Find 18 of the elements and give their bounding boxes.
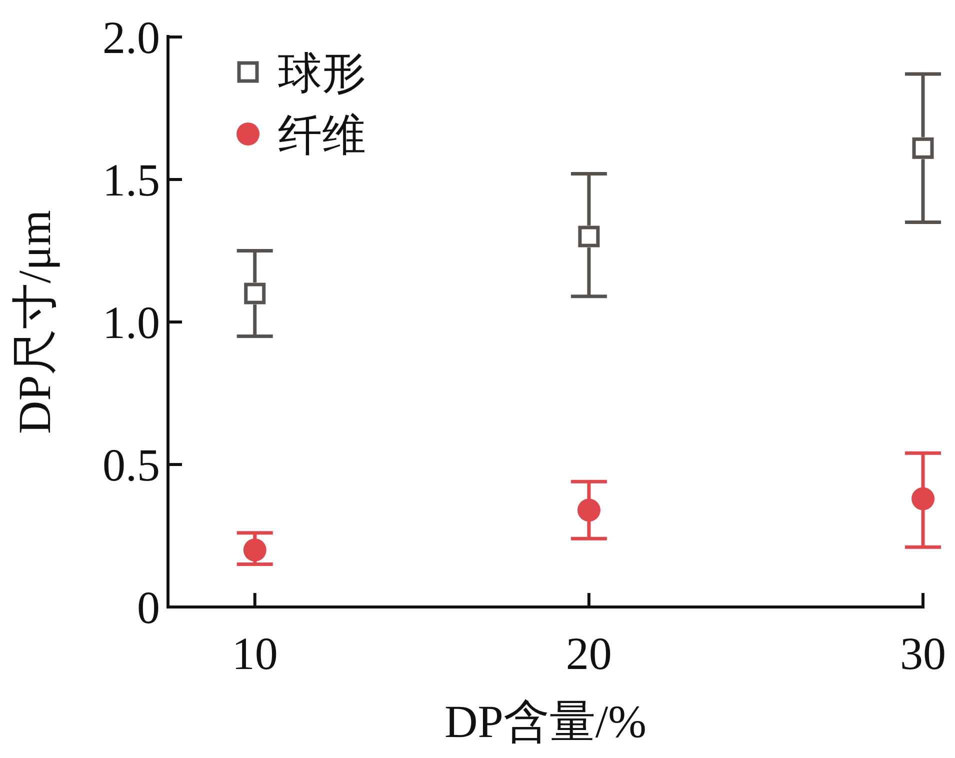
x-tick-label: 20 xyxy=(566,628,612,679)
y-tick-label: 0.5 xyxy=(102,440,160,490)
legend-label: 纤维 xyxy=(278,111,366,160)
point xyxy=(912,487,934,510)
y-tick-label: 0 xyxy=(137,582,160,633)
point xyxy=(578,226,600,248)
x-axis-title: DP含量/% xyxy=(444,696,646,747)
x-tick-label: 10 xyxy=(232,628,278,679)
point xyxy=(577,498,600,522)
point xyxy=(912,137,934,159)
y-tick-label: 1.5 xyxy=(102,154,160,206)
y-axis-title: DP尺寸/μm xyxy=(9,210,60,434)
x-tick-label: 30 xyxy=(900,628,946,679)
point xyxy=(244,282,266,304)
point xyxy=(243,538,266,562)
y-tick-label: 2.0 xyxy=(102,12,160,63)
y-tick-label: 1.0 xyxy=(102,297,160,348)
legend-label: 球形 xyxy=(278,49,366,98)
